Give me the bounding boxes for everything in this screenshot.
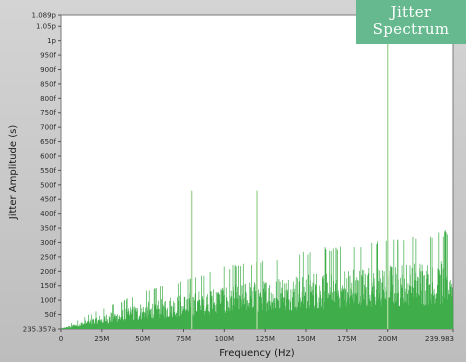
y-tick-label: 500f: [40, 181, 56, 189]
y-tick-label: 300f: [40, 239, 56, 247]
y-tick-label: 800f: [40, 95, 56, 103]
y-tick-label: 450f: [40, 196, 56, 204]
x-tick-label: 50M: [135, 335, 150, 343]
y-tick-label: 400f: [40, 210, 56, 218]
x-tick-label: 200M: [378, 335, 397, 343]
x-tick-label: 150M: [296, 335, 315, 343]
y-tick-label: 100f: [40, 297, 56, 305]
y-tick-label: 1p: [47, 37, 56, 45]
y-axis: 1.089p 1.05p 1p 950f 900f 850f 800f 750f 700f 650…: [23, 12, 61, 334]
x-tick-label: 125M: [255, 335, 274, 343]
x-tick-label: 239.983: [425, 335, 454, 343]
x-tick-label: 100M: [215, 335, 234, 343]
y-tick-label: 650f: [40, 138, 56, 146]
y-tick-label: 900f: [40, 66, 56, 74]
y-tick-label: 950f: [40, 52, 56, 60]
y-tick-label: 1.05p: [36, 23, 57, 31]
x-tick-label: 25M: [94, 335, 109, 343]
badge-line-1: Jitter: [390, 3, 432, 21]
x-tick-label: 75M: [176, 335, 191, 343]
x-tick-label: 0: [59, 335, 63, 343]
y-axis-title: Jitter Amplitude (s): [8, 125, 19, 221]
y-tick-label: 250f: [40, 253, 56, 261]
y-tick-label: 850f: [40, 80, 56, 88]
x-axis-title: Frequency (Hz): [219, 348, 295, 359]
jitter-spectrum-badge: Jitter Spectrum: [356, 0, 466, 44]
y-tick-label: 200f: [40, 268, 56, 276]
badge-line-2: Spectrum: [372, 20, 450, 38]
y-tick-label: 235.357a: [23, 326, 56, 334]
y-tick-label: 1.089p: [32, 12, 57, 20]
y-tick-label: 750f: [40, 109, 56, 117]
x-tick-label: 175M: [337, 335, 356, 343]
y-tick-label: 700f: [40, 124, 56, 132]
y-tick-label: 600f: [40, 152, 56, 160]
y-tick-label: 150f: [40, 282, 56, 290]
y-tick-label: 50f: [45, 311, 57, 319]
spur-lines: [190, 19, 389, 329]
y-tick-label: 550f: [40, 167, 56, 175]
y-tick-label: 350f: [40, 225, 56, 233]
x-axis: 0 25M 50M 75M 100M 125M 150M 175M 200M 239.983: [59, 329, 454, 343]
